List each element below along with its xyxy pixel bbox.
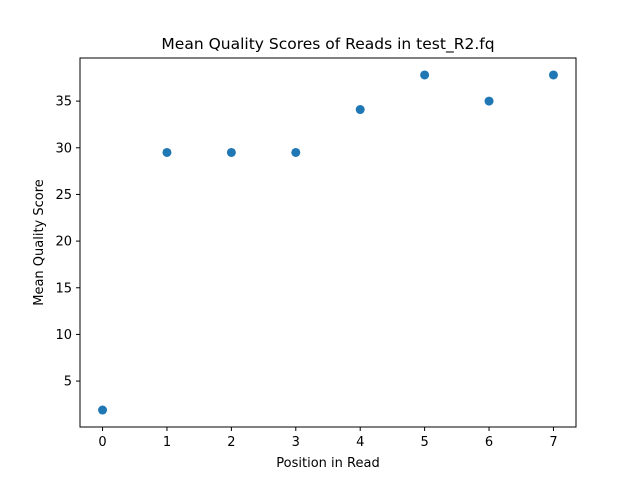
x-tick-label: 5 [420,435,428,450]
y-tick-label: 25 [55,188,72,203]
data-point [355,105,365,115]
data-point [98,405,108,415]
y-tick-label: 15 [55,281,72,296]
y-tick-label: 10 [55,328,72,343]
data-points [98,70,558,415]
y-tick-label: 5 [64,375,72,390]
plot-area-frame [79,57,577,428]
data-point [291,147,301,157]
x-axis-label: Position in Read [276,456,379,471]
data-point [548,70,558,80]
x-tick-label: 6 [485,435,493,450]
x-tick-label: 3 [292,435,300,450]
y-tick-label: 35 [55,95,72,110]
y-axis-ticks: 5 10 15 20 25 30 35 [55,95,80,390]
chart-title: Mean Quality Scores of Reads in test_R2.… [161,35,494,54]
y-axis-label: Mean Quality Score [32,179,47,306]
y-tick-label: 20 [55,235,72,250]
data-point [420,70,430,80]
x-tick-label: 1 [163,435,171,450]
data-point [162,147,172,157]
data-point [226,147,236,157]
x-tick-label: 7 [549,435,557,450]
x-axis-ticks: 0 1 2 3 4 5 6 7 [98,427,558,450]
x-tick-label: 4 [356,435,364,450]
y-tick-label: 30 [55,141,72,156]
x-tick-label: 2 [227,435,235,450]
x-tick-label: 0 [98,435,106,450]
data-point [484,96,494,106]
